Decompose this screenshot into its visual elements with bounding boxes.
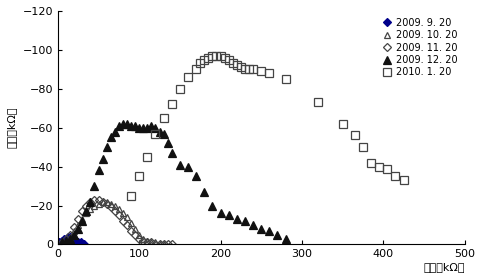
X-axis label: 电阳（kΩ）: 电阳（kΩ）: [423, 262, 465, 272]
Y-axis label: 电抗（kΩ）: 电抗（kΩ）: [7, 107, 17, 148]
Legend: 2009. 9. 20, 2009. 10. 20, 2009. 11. 20, 2009. 12. 20, 2010. 1. 20: 2009. 9. 20, 2009. 10. 20, 2009. 11. 20,…: [381, 16, 460, 80]
